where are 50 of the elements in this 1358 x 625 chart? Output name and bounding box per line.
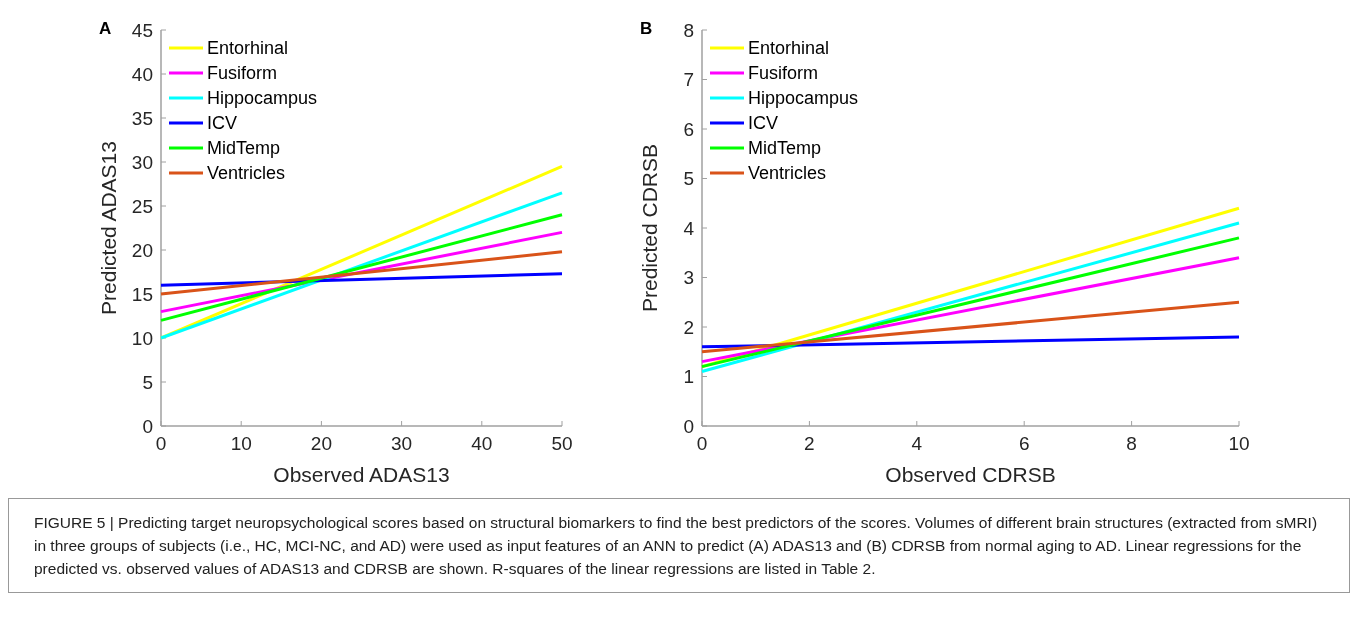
x-tick-label: 4 (911, 433, 923, 454)
legend-label: MidTemp (207, 138, 281, 159)
x-tick-label: 2 (804, 433, 815, 454)
y-tick-label: 3 (683, 267, 694, 289)
y-tick-label: 7 (683, 69, 694, 91)
x-tick-label: 0 (696, 433, 708, 454)
y-tick-label: 6 (683, 118, 694, 140)
y-tick-label: 10 (131, 327, 153, 349)
legend-label: Ventricles (748, 163, 827, 184)
x-tick-label: 10 (230, 433, 252, 454)
y-tick-label: 1 (683, 366, 694, 388)
y-tick-label: 25 (131, 195, 153, 217)
y-axis-title: Predicted CDRSB (638, 143, 661, 313)
x-tick-label: 8 (1126, 433, 1137, 454)
y-tick-label: 45 (131, 19, 153, 41)
legend-label: ICV (207, 113, 238, 134)
x-tick-label: 50 (551, 433, 573, 454)
legend-label: ICV (748, 113, 779, 134)
x-tick-label: 20 (310, 433, 332, 454)
x-axis-title: Observed CDRSB (885, 463, 1056, 486)
y-tick-label: 4 (683, 217, 695, 239)
y-tick-label: 0 (683, 415, 694, 437)
x-tick-label: 10 (1228, 433, 1250, 454)
y-tick-label: 40 (131, 63, 153, 85)
x-tick-label: 40 (471, 433, 493, 454)
y-axis-title: Predicted ADAS13 (97, 141, 120, 315)
legend-label: Hippocampus (748, 88, 859, 109)
y-tick-label: 2 (683, 316, 694, 338)
legend-label: Fusiform (207, 63, 278, 84)
y-tick-label: 15 (131, 283, 153, 305)
y-tick-label: 8 (683, 19, 694, 41)
y-tick-label: 5 (683, 168, 694, 190)
y-tick-label: 0 (142, 415, 153, 437)
y-tick-label: 5 (142, 371, 153, 393)
y-tick-label: 30 (131, 151, 153, 173)
x-tick-label: 6 (1018, 433, 1030, 454)
x-tick-label: 30 (391, 433, 413, 454)
legend-label: Fusiform (748, 63, 819, 84)
caption: FIGURE 5 | Predicting target neuropsychological scores based on structural biomarkers to find the best predictors of the scores. Volumes of different brain structures (extracted from sMRI) in three groups of subjects (i.e., HC, MCI-NC, and AD) were used as input features of an ANN to predict (A) ADAS13 and (B) CDRSB from normal aging to AD. Linear regressions for the predicted vs. observed values of ADAS13 and CDRSB are shown. R-squares of the linear regressions are listed in Table 2. (34, 513, 1319, 579)
legend-label: MidTemp (748, 138, 822, 159)
y-tick-label: 35 (131, 107, 153, 129)
legend-label: Entorhinal (207, 38, 289, 59)
legend-label: Entorhinal (748, 38, 830, 59)
chart-title: A (99, 19, 112, 38)
legend-label: Hippocampus (207, 88, 318, 109)
y-tick-label: 20 (131, 239, 153, 261)
x-axis-title: Observed ADAS13 (273, 463, 450, 486)
legend-label: Ventricles (207, 163, 286, 184)
x-tick-label: 0 (155, 433, 167, 454)
chart-title: B (640, 19, 653, 38)
